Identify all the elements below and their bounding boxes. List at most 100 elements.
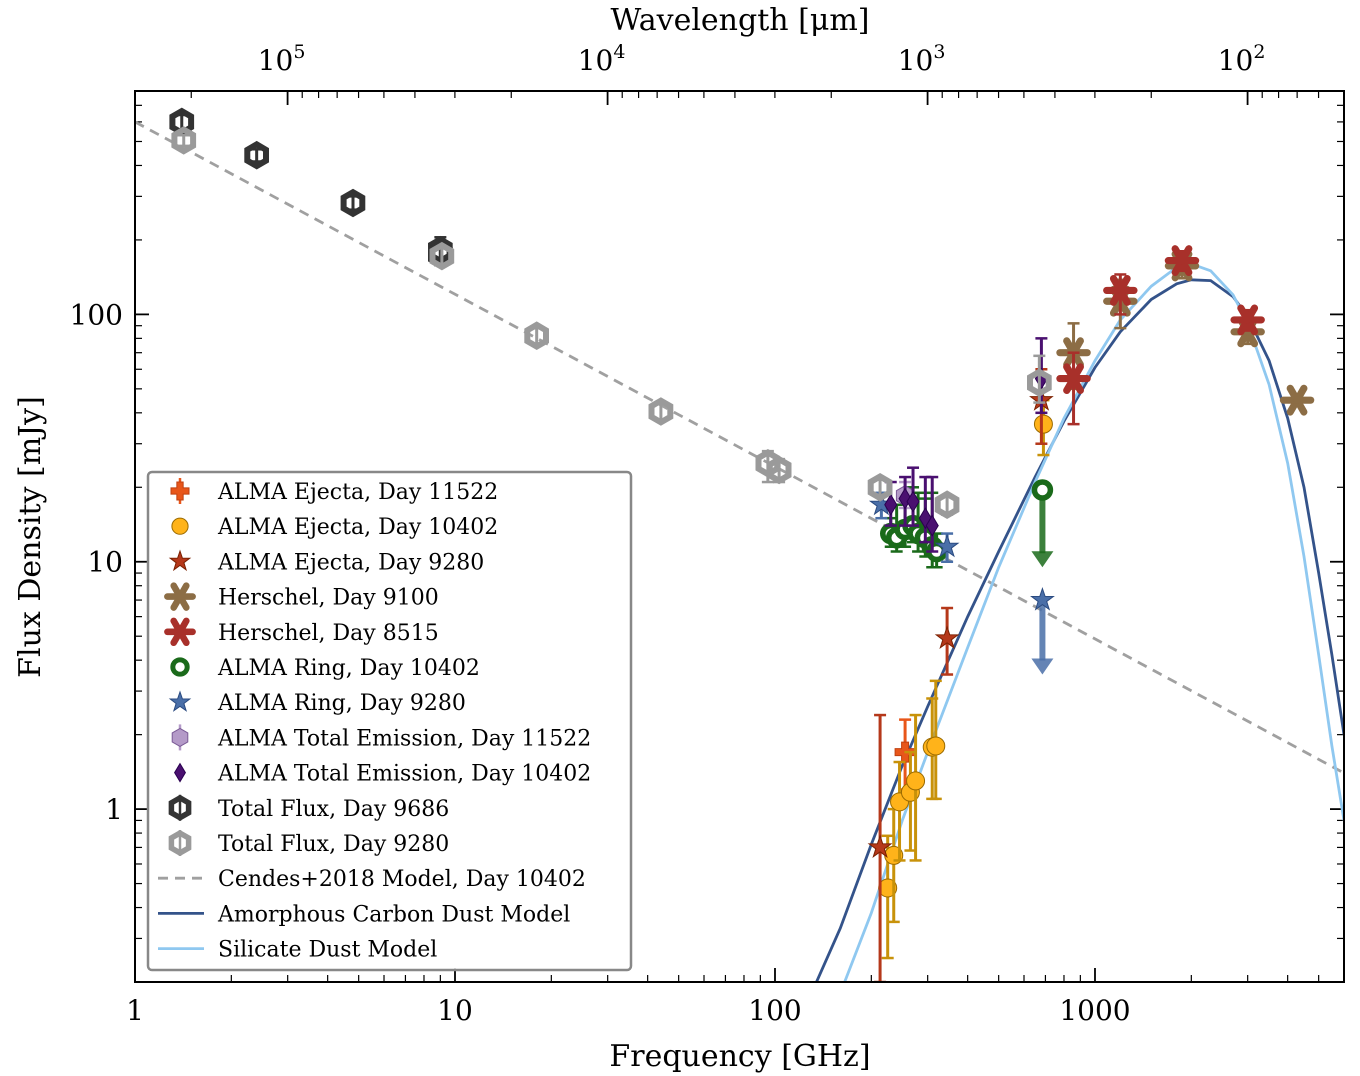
model-line [135,120,1344,775]
data-point [1030,587,1055,611]
data-point [244,140,269,170]
legend-entry: Silicate Dust Model [158,938,437,963]
legend-entry: ALMA Ejecta, Day 9280 [168,549,484,575]
y-axis-title: Flux Density [mJy] [13,396,48,678]
data-point [934,490,960,519]
y-tick-label: 100 [70,298,123,331]
legend-label: Amorphous Carbon Dust Model [217,902,570,927]
data-point [925,514,939,537]
data-point [884,493,898,516]
series-group [1056,245,1265,426]
data-point [906,771,926,791]
data-point [867,834,893,858]
legend-entry: Herschel, Day 8515 [164,617,439,647]
legend-entry: ALMA Ring, Day 9280 [168,690,466,716]
data-point [934,625,960,649]
data-point-arm [1293,384,1308,404]
top-tick-label: 104 [578,41,626,77]
top-axis-title: Wavelength [μm] [611,3,870,38]
data-point [766,455,792,485]
model-line [843,262,1344,982]
top-tick-label: 102 [1218,41,1266,77]
y-tick-label: 1 [105,793,123,826]
x-axis-title: Frequency [GHz] [609,1039,870,1074]
legend-marker-arm [176,582,190,600]
data-point [648,397,674,426]
x-tick-label: 1000 [1059,994,1130,1027]
legend-label: Total Flux, Day 9686 [218,797,449,822]
top-tick-label: 105 [258,41,306,77]
model-curves [135,120,1344,982]
series-group [171,126,1052,519]
legend-entry: ALMA Ejecta, Day 11522 [170,478,498,505]
legend-marker [168,794,192,821]
data-point [867,473,893,502]
legend-entry: Amorphous Carbon Dust Model [158,902,570,927]
tick-labels: 1 10 100 1000 105 104 103 102 1 10 100 [70,41,1266,1027]
legend-entry: Cendes+2018 Model, Day 10402 [158,867,586,892]
legend-label: Herschel, Day 8515 [218,621,439,646]
upper-limit-arrowhead [1031,551,1054,568]
data-point-arm [1244,304,1259,324]
top-tick-label: 103 [898,41,946,77]
x-tick-label: 10 [437,994,473,1027]
legend-label: ALMA Ejecta, Day 9280 [217,550,484,575]
data-point [906,490,920,513]
legend-entry: ALMA Ejecta, Day 10402 [171,515,498,540]
legend-entry: ALMA Total Emission, Day 10402 [174,762,591,787]
series-group [1056,250,1315,416]
series-group [868,491,1055,675]
data-point [171,126,197,155]
legend-marker [168,549,192,572]
x-tick-label: 1 [126,994,144,1027]
data-point [934,533,960,558]
legend-label: ALMA Ring, Day 9280 [217,691,466,716]
data-point [926,736,946,756]
legend: ALMA Ejecta, Day 11522 ALMA Ejecta, Day 1… [146,470,633,972]
legend-label: ALMA Total Emission, Day 10402 [217,762,591,787]
series-group [878,398,1053,960]
legend-label: ALMA Ejecta, Day 11522 [217,480,498,505]
data-point [1027,368,1052,397]
y-tick-label: 10 [87,546,123,579]
series-group [169,107,453,269]
model-line [814,278,1344,982]
legend-label: ALMA Ring, Day 10402 [217,656,480,681]
legend-marker-arm [176,617,190,636]
legend-marker [171,517,189,535]
legend-marker [168,829,192,857]
legend-label: Cendes+2018 Model, Day 10402 [218,867,586,892]
data-point-arm [1069,363,1084,383]
legend-marker [170,481,190,501]
legend-label: ALMA Ejecta, Day 10402 [217,515,498,540]
legend-entry: ALMA Ring, Day 10402 [170,656,480,681]
data-point [340,188,366,218]
legend-marker [171,727,189,747]
legend-label: Silicate Dust Model [218,938,437,963]
legend-entry: ALMA Total Emission, Day 11522 [171,724,591,751]
data-points [169,107,1315,982]
data-point-arm [1178,245,1193,265]
data-point [524,321,549,350]
legend-entry: Total Flux, Day 9686 [168,794,449,822]
legend-entry: Total Flux, Day 9280 [168,829,449,857]
data-point [1031,479,1054,501]
data-point-arm [1116,275,1131,294]
plot-area [135,107,1344,982]
legend-label: ALMA Total Emission, Day 11522 [217,726,591,751]
legend-marker [168,690,192,712]
plot-frame [134,90,1345,983]
upper-limit-arrowhead [1031,658,1054,675]
x-tick-label: 100 [748,994,801,1027]
legend-entry: Herschel, Day 9100 [164,582,439,611]
data-point [429,241,455,271]
data-point-arm [1069,337,1084,357]
data-point [1033,414,1053,434]
axis-ticks [134,90,1345,983]
legend-label: Total Flux, Day 9280 [218,832,449,857]
legend-marker [174,762,186,783]
legend-box [146,470,633,972]
legend-marker [170,657,190,677]
legend-label: Herschel, Day 9100 [218,586,439,611]
